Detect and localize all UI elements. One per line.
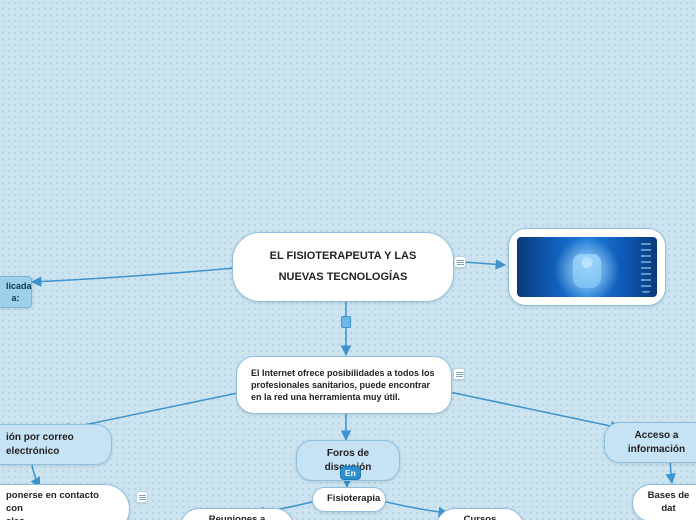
connector-handle[interactable] bbox=[341, 316, 351, 328]
branch-email[interactable]: ión por correo electrónico bbox=[0, 424, 112, 465]
central-title-line2: NUEVAS TECNOLOGÍAS bbox=[263, 270, 423, 285]
mindmap-canvas[interactable]: EL FISIOTERAPEUTA Y LAS NUEVAS TECNOLOGÍ… bbox=[0, 0, 696, 520]
image-node[interactable] bbox=[508, 228, 666, 306]
subcentral-node[interactable]: El Internet ofrece posibilidades a todos… bbox=[236, 356, 452, 414]
branch-cursos[interactable]: Cursos virtuales bbox=[436, 508, 524, 520]
branch-fisioterapia[interactable]: Fisioterapia bbox=[312, 487, 386, 512]
branch-acceso[interactable]: Acceso a información bbox=[604, 422, 696, 463]
left-branch-applied-to[interactable]: licada a: bbox=[0, 276, 32, 308]
central-node[interactable]: EL FISIOTERAPEUTA Y LAS NUEVAS TECNOLOGÍ… bbox=[232, 232, 454, 302]
tag-en[interactable]: En bbox=[340, 466, 361, 480]
branch-contact[interactable]: ponerse en contacto con ales bbox=[0, 484, 130, 520]
subcentral-text: El Internet ofrece posibilidades a todos… bbox=[251, 368, 435, 402]
note-icon[interactable] bbox=[136, 491, 148, 503]
anatomy-image bbox=[517, 237, 657, 297]
note-icon[interactable] bbox=[454, 256, 466, 268]
branch-reuniones[interactable]: Reuniones a distancia bbox=[180, 508, 294, 520]
note-icon[interactable] bbox=[453, 368, 465, 380]
branch-bases[interactable]: Bases de dat bbox=[632, 484, 696, 520]
central-title-line1: EL FISIOTERAPEUTA Y LAS bbox=[263, 249, 423, 264]
